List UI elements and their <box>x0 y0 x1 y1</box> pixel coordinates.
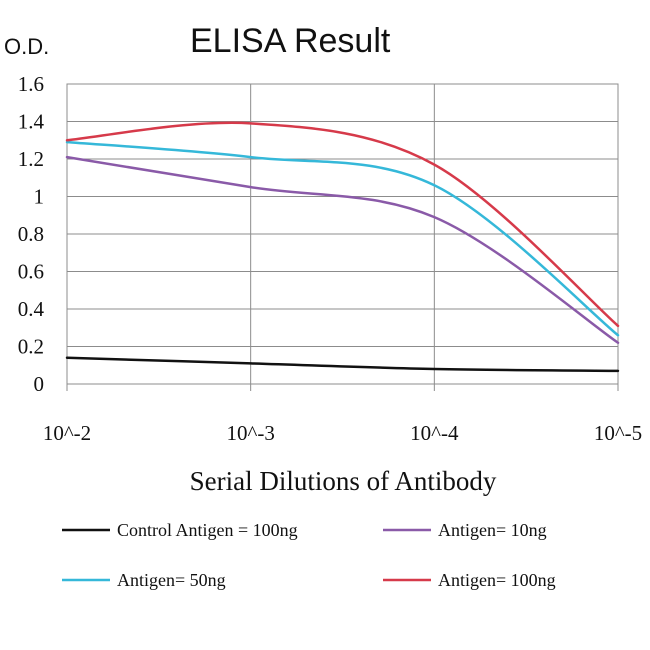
series-line-antigen-100ng <box>65 121 620 328</box>
x-tick-label: 10^-2 <box>43 421 91 445</box>
legend-label-control-antigen-100ng: Control Antigen = 100ng <box>117 520 298 540</box>
series-layer <box>65 121 620 373</box>
y-tick-label: 1.6 <box>18 72 44 96</box>
y-tick-label: 0.2 <box>18 335 44 359</box>
y-tick-label: 0 <box>34 372 45 396</box>
series-line-antigen-10ng <box>65 155 620 344</box>
x-tick-label: 10^-5 <box>594 421 642 445</box>
x-tick-label: 10^-3 <box>226 421 274 445</box>
y-tick-label: 0.8 <box>18 222 44 246</box>
x-axis-label: Serial Dilutions of Antibody <box>190 466 497 496</box>
y-tick-label: 0.4 <box>18 297 45 321</box>
y-tick-label: 1 <box>34 185 45 209</box>
y-tick-label: 0.6 <box>18 260 44 284</box>
tick-layer: 0 0.2 0.4 0.6 0.8 1 1.2 1.4 1.6 10^-2 10^-3 10^-4 10… <box>18 72 642 445</box>
x-tick-label: 10^-4 <box>410 421 459 445</box>
y-tick-label: 1.2 <box>18 147 44 171</box>
legend: Control Antigen = 100ng Antigen= 10ng Anti… <box>62 520 556 590</box>
y-tick-label: 1.4 <box>18 110 45 134</box>
legend-label-antigen-50ng: Antigen= 50ng <box>117 570 226 590</box>
y-axis-label: O.D. <box>4 34 49 59</box>
plot-area-border <box>66 83 619 385</box>
legend-label-antigen-10ng: Antigen= 10ng <box>438 520 547 540</box>
series-line-control-antigen-100ng <box>65 356 620 373</box>
chart-title: ELISA Result <box>190 22 391 60</box>
legend-label-antigen-100ng: Antigen= 100ng <box>438 570 556 590</box>
series-line-antigen-50ng <box>65 140 620 337</box>
